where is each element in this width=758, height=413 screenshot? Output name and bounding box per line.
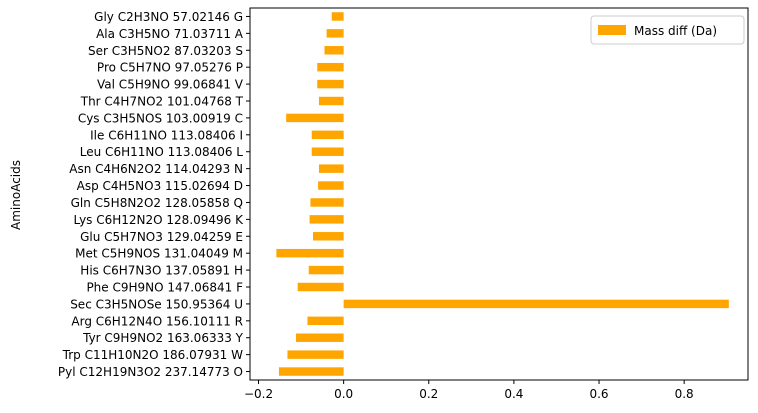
legend-box (590, 15, 745, 45)
legend: Mass diff (Da) (590, 15, 745, 45)
bars-group (276, 12, 729, 376)
x-tick-label: 0.8 (675, 387, 694, 401)
y-tick-label: Ile C6H11NO 113.08406 I (90, 128, 243, 142)
y-tick-label: Asp C4H5NO3 115.02694 D (77, 179, 243, 193)
bar (286, 113, 344, 123)
y-tick-label: Phe C9H9NO 147.06841 F (86, 281, 243, 295)
bar (326, 29, 344, 38)
y-tick-label: Ser C3H5NO2 87.03203 S (88, 44, 243, 58)
x-tick-label: −0.2 (244, 387, 273, 401)
y-tick-labels: Gly C2H3NO 57.02146 G Ala C3H5NO 71.03711… (58, 10, 250, 379)
legend-swatch (598, 25, 626, 35)
axes-frame (249, 7, 749, 381)
bar (276, 248, 344, 258)
bar (343, 299, 729, 309)
bar (310, 198, 344, 207)
bar (312, 232, 344, 241)
axes-group (249, 7, 749, 381)
x-tick-label: 0.0 (334, 387, 353, 401)
y-tick-label: Tyr C9H9NO2 163.06333 Y (82, 331, 244, 345)
y-tick-label: Trp C11H10N2O 186.07931 W (62, 348, 243, 362)
y-axis-label: AminoAcids (9, 160, 23, 230)
y-tick-label: Arg C6H12N4O 156.10111 R (71, 314, 243, 328)
bar (331, 12, 344, 21)
y-tick-label: Leu C6H11NO 113.08406 L (80, 145, 244, 159)
y-tick-label: Asn C4H6N2O2 114.04293 N (69, 162, 243, 176)
bar (311, 130, 344, 140)
bar (297, 282, 344, 292)
y-tick-label: Thr C4H7NO2 101.04768 T (80, 95, 244, 109)
bar (317, 62, 344, 72)
x-tick-label: 0.6 (589, 387, 608, 401)
bar (317, 79, 344, 89)
bar (318, 96, 344, 106)
x-tick-label: 0.4 (504, 387, 523, 401)
y-tick-label: Gly C2H3NO 57.02146 G (94, 10, 243, 24)
y-tick-label: Gln C5H8N2O2 128.05858 Q (71, 196, 243, 210)
bar (318, 164, 344, 173)
bar (311, 147, 344, 156)
y-tick-label: Ala C3H5NO 71.03711 A (96, 27, 244, 41)
y-tick-label: Cys C3H5NOS 103.00919 C (78, 111, 243, 125)
bar (318, 181, 344, 190)
y-tick-label: Glu C5H7NO3 129.04259 E (80, 230, 243, 244)
y-tick-label: Sec C3H5NOSe 150.95364 U (70, 297, 243, 311)
y-tick-label: Pro C5H7NO 97.05276 P (97, 61, 243, 75)
y-tick-label: Val C5H9NO 99.06841 V (97, 78, 244, 92)
y-tick-label: Pyl C12H19N3O2 237.14773 O (58, 365, 243, 379)
x-tick-label: 0.2 (419, 387, 438, 401)
y-tick-label: Met C5H9NOS 131.04049 M (75, 247, 243, 261)
bar (295, 333, 344, 342)
y-tick-label: His C6H7N3O 137.05891 H (80, 264, 243, 278)
bar (307, 316, 344, 326)
bar (287, 350, 344, 359)
bar (309, 215, 344, 224)
bar (324, 46, 344, 55)
bar (278, 367, 344, 376)
bar (308, 265, 344, 275)
y-tick-label: Lys C6H12N2O 128.09496 K (73, 213, 244, 227)
legend-label: Mass diff (Da) (634, 24, 717, 38)
x-tick-labels: −0.2 0.0 0.2 0.4 0.6 0.8 (244, 380, 694, 401)
